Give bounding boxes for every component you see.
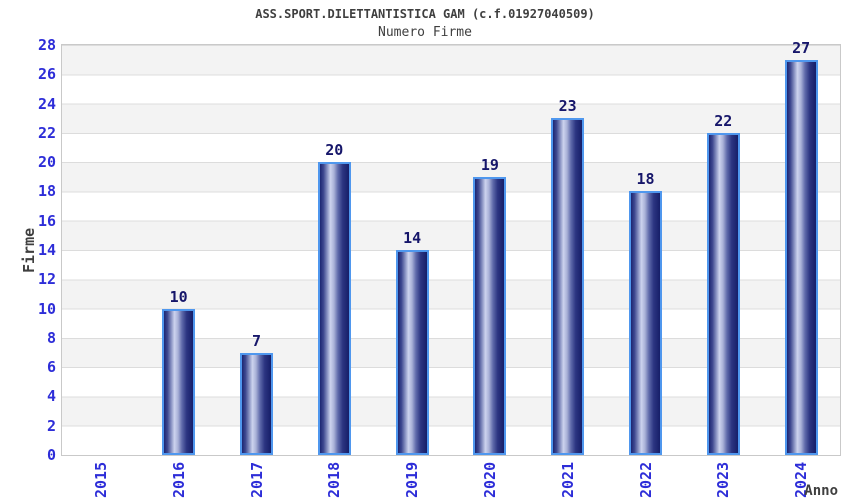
- y-tick-label: 18: [37, 182, 56, 201]
- y-tick-label: 0: [46, 446, 56, 464]
- x-tick-label: 2020: [480, 461, 499, 498]
- bar-2019: [395, 250, 429, 455]
- bar-value-label: 20: [325, 141, 344, 160]
- x-tick-label: 2015: [91, 461, 110, 498]
- x-tick-label: 2016: [169, 461, 188, 498]
- bar-value-label: 7: [251, 331, 262, 350]
- y-tick-label: 22: [37, 123, 56, 142]
- x-tick-label: 2023: [714, 461, 733, 498]
- bar-2021: [551, 118, 585, 455]
- bar-2018: [317, 162, 351, 455]
- x-tick-label: 2022: [636, 461, 655, 498]
- y-tick-label: 28: [37, 36, 56, 54]
- y-tick-label: 10: [37, 299, 56, 318]
- y-tick-label: 6: [46, 358, 56, 377]
- bar-value-label: 10: [169, 287, 188, 306]
- bar-2024: [784, 59, 818, 455]
- bar-value-label: 18: [636, 170, 655, 189]
- y-tick-label: 20: [37, 153, 56, 172]
- chart-title: ASS.SPORT.DILETTANTISTICA GAM (c.f.01927…: [255, 7, 595, 21]
- y-tick-label: 4: [46, 387, 56, 406]
- bar-2023: [706, 132, 740, 455]
- chart-subtitle: Numero Firme: [378, 25, 472, 40]
- bar-2020: [473, 176, 507, 455]
- bar-2022: [629, 191, 662, 455]
- y-tick-label: 14: [37, 241, 56, 259]
- plot-area: [61, 44, 841, 456]
- bar-value-label: 27: [792, 38, 811, 57]
- y-tick-label: 2: [46, 416, 56, 435]
- bar-value-label: 19: [480, 155, 499, 174]
- bar-2016: [162, 308, 196, 455]
- x-tick-label: 2021: [558, 461, 577, 498]
- bar-value-label: 14: [403, 229, 422, 247]
- bar-value-label: 22: [714, 111, 733, 130]
- y-tick-label: 8: [46, 328, 56, 347]
- bar-value-label: 23: [558, 97, 577, 116]
- x-tick-label: 2017: [247, 461, 266, 498]
- y-tick-label: 12: [37, 270, 56, 289]
- x-axis-label: Anno: [804, 483, 838, 499]
- x-tick-label: 2019: [403, 461, 422, 498]
- y-tick-label: 26: [37, 65, 56, 84]
- y-tick-label: 16: [37, 211, 56, 230]
- bar-2017: [240, 352, 273, 455]
- y-tick-label: 24: [37, 94, 56, 113]
- x-tick-label: 2018: [325, 461, 344, 498]
